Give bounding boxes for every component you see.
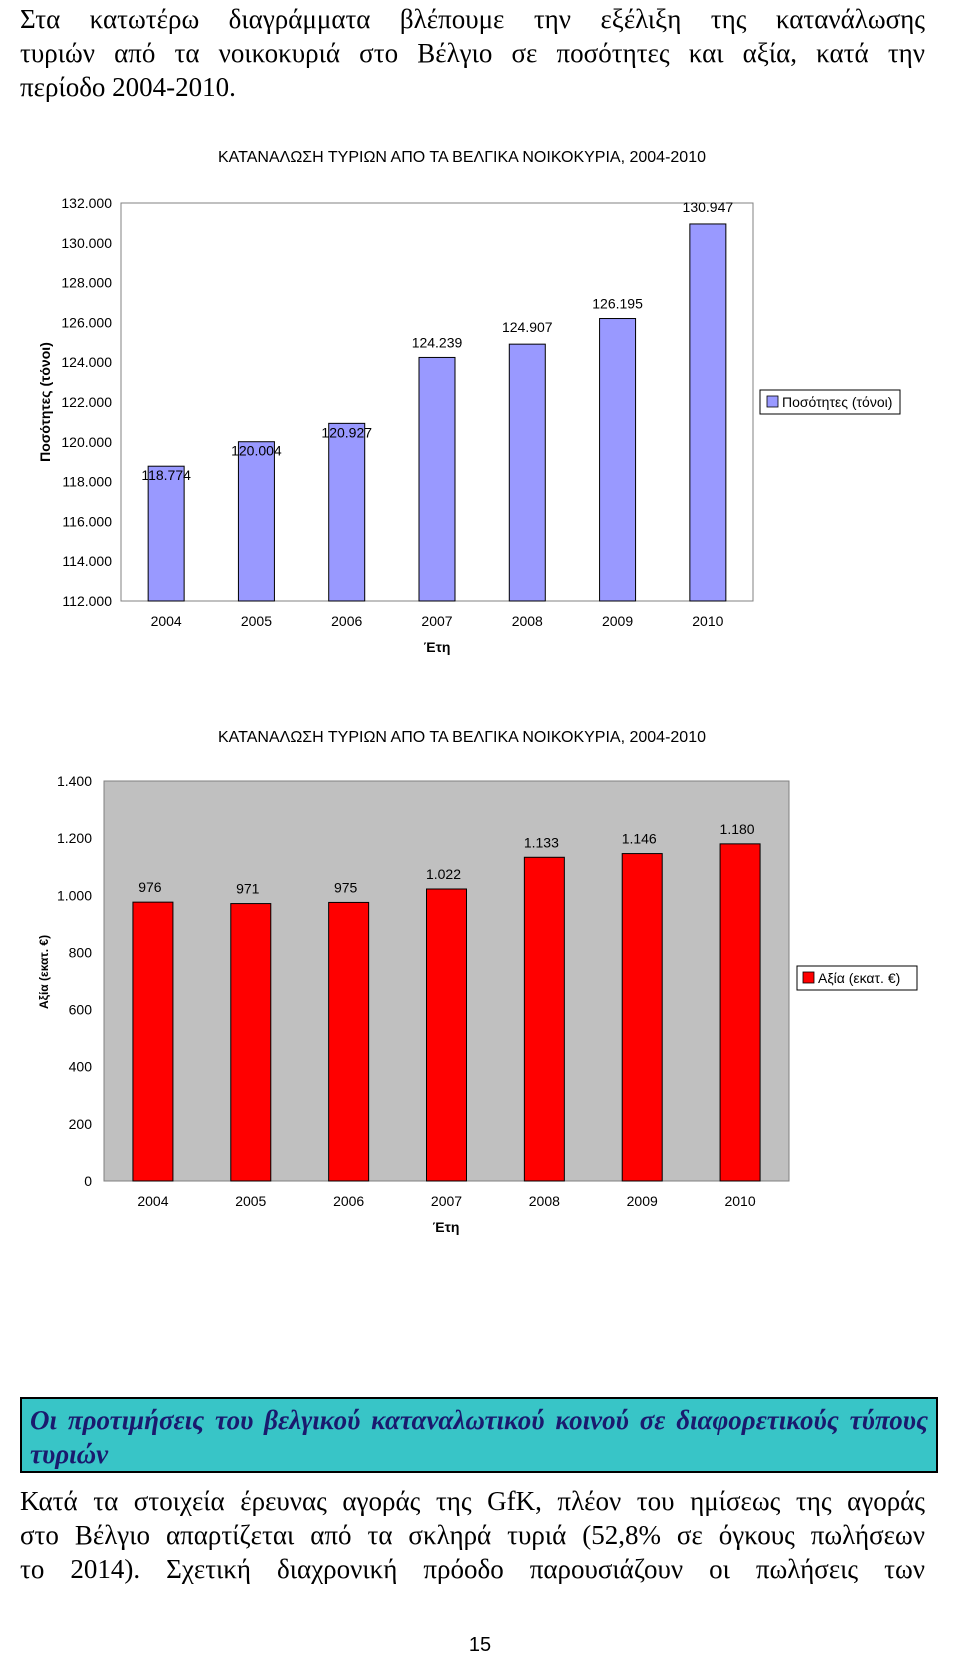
bar bbox=[147, 465, 185, 602]
bar bbox=[523, 856, 565, 1182]
bar bbox=[599, 318, 637, 602]
legend-swatch bbox=[766, 395, 779, 408]
y-axis: 112.000 114.000 116.000 118.000 120.000 122.0… bbox=[61, 195, 112, 609]
data-label: 1.133 bbox=[524, 834, 559, 850]
x-tick-label: 2007 bbox=[431, 1193, 462, 1209]
section-heading: Οι προτιμήσεις του βελγικού καταναλωτικο… bbox=[20, 1397, 938, 1473]
legend-label: Ποσότητες (τόνοι) bbox=[782, 394, 892, 410]
chart-title: ΚΑΤΑΝΑΛΩΣΗ ΤΥΡΙΩΝ ΑΠΟ ΤΑ ΒΕΛΓΙΚΑ ΝΟΙΚΟΚΥ… bbox=[218, 149, 706, 166]
legend: Αξία (εκατ. €) bbox=[796, 965, 918, 991]
y-tick-label: 600 bbox=[69, 1002, 93, 1018]
y-tick-label: 200 bbox=[69, 1116, 93, 1132]
bar bbox=[621, 853, 663, 1182]
y-tick-label: 1.400 bbox=[57, 773, 92, 789]
data-label: 130.947 bbox=[683, 199, 734, 215]
bar bbox=[230, 903, 272, 1182]
bar bbox=[328, 901, 370, 1182]
x-axis: 2004 2005 2006 2007 2008 2009 2010 bbox=[137, 1193, 756, 1209]
x-tick-label: 2005 bbox=[241, 613, 272, 629]
y-tick-label: 128.000 bbox=[61, 275, 112, 291]
bar bbox=[418, 356, 456, 602]
x-tick-label: 2006 bbox=[331, 613, 362, 629]
data-label: 971 bbox=[236, 881, 260, 897]
bar bbox=[508, 343, 546, 602]
data-label: 1.022 bbox=[426, 866, 461, 882]
bar bbox=[237, 441, 275, 602]
gfk-body-paragraph: Κατά τα στοιχεία έρευνας αγοράς της GfK,… bbox=[20, 1484, 925, 1586]
x-tick-label: 2004 bbox=[151, 613, 182, 629]
bar bbox=[132, 901, 174, 1182]
x-tick-label: 2010 bbox=[724, 1193, 755, 1209]
y-tick-label: 114.000 bbox=[62, 553, 112, 569]
intro-line: περίοδο 2004-2010. bbox=[20, 72, 236, 102]
y-tick-label: 126.000 bbox=[61, 314, 112, 330]
x-tick-label: 2004 bbox=[137, 1193, 168, 1209]
body-line: Κατά τα στοιχεία έρευνας αγοράς της GfK,… bbox=[20, 1486, 925, 1516]
legend-swatch bbox=[802, 971, 815, 984]
y-tick-label: 0 bbox=[84, 1173, 92, 1189]
y-tick-label: 400 bbox=[69, 1059, 93, 1075]
quantity-chart: ΚΑΤΑΝΑΛΩΣΗ ΤΥΡΙΩΝ ΑΠΟ ΤΑ ΒΕΛΓΙΚΑ ΝΟΙΚΟΚΥ… bbox=[37, 149, 901, 655]
y-tick-label: 112.000 bbox=[62, 593, 112, 609]
x-tick-label: 2008 bbox=[512, 613, 543, 629]
x-tick-label: 2005 bbox=[235, 1193, 266, 1209]
y-tick-label: 120.000 bbox=[61, 434, 112, 450]
bar bbox=[719, 843, 761, 1182]
bar bbox=[328, 422, 366, 602]
data-label: 1.146 bbox=[622, 831, 657, 847]
chart-title: ΚΑΤΑΝΑΛΩΣΗ ΤΥΡΙΩΝ ΑΠΟ ΤΑ ΒΕΛΓΙΚΑ ΝΟΙΚΟΚΥ… bbox=[218, 729, 706, 746]
x-tick-label: 2010 bbox=[692, 613, 723, 629]
legend-label: Αξία (εκατ. €) bbox=[818, 970, 900, 986]
x-axis-label: Έτη bbox=[433, 1219, 460, 1235]
intro-paragraph: Στα κατωτέρω διαγράμματα βλέπουμε την εξ… bbox=[20, 2, 925, 104]
x-tick-label: 2009 bbox=[627, 1193, 658, 1209]
y-tick-label: 130.000 bbox=[61, 235, 112, 251]
y-tick-label: 132.000 bbox=[61, 195, 112, 211]
y-tick-label: 1.000 bbox=[57, 887, 92, 903]
bar bbox=[426, 888, 467, 1182]
y-tick-label: 116.000 bbox=[62, 513, 112, 529]
y-tick-label: 122.000 bbox=[61, 394, 112, 410]
x-tick-label: 2007 bbox=[421, 613, 452, 629]
x-axis-label: Έτη bbox=[424, 639, 451, 655]
data-label: 1.180 bbox=[720, 821, 755, 837]
y-axis-label: Ποσότητες (τόνοι) bbox=[37, 342, 53, 462]
y-tick-label: 124.000 bbox=[61, 354, 112, 370]
intro-line: Στα κατωτέρω διαγράμματα βλέπουμε την εξ… bbox=[20, 4, 925, 34]
data-label: 975 bbox=[334, 879, 358, 895]
data-label: 120.927 bbox=[321, 424, 372, 440]
x-tick-label: 2009 bbox=[602, 613, 633, 629]
intro-line: τυριών από τα νοικοκυριά στο Βέλγιο σε π… bbox=[20, 38, 925, 68]
y-tick-label: 118.000 bbox=[62, 474, 112, 490]
y-axis-label: Αξία (εκατ. €) bbox=[37, 935, 51, 1009]
data-label: 126.195 bbox=[592, 296, 643, 312]
y-tick-label: 800 bbox=[69, 944, 93, 960]
legend: Ποσότητες (τόνοι) bbox=[759, 389, 901, 415]
data-label: 120.004 bbox=[231, 443, 282, 459]
value-chart: ΚΑΤΑΝΑΛΩΣΗ ΤΥΡΙΩΝ ΑΠΟ ΤΑ ΒΕΛΓΙΚΑ ΝΟΙΚΟΚΥ… bbox=[37, 729, 918, 1235]
bars: 118.774 120.004 120.927 124.239 124.907 126.1… bbox=[141, 199, 734, 602]
data-label: 118.774 bbox=[141, 467, 191, 483]
data-label: 976 bbox=[138, 879, 162, 895]
body-line: το 2014). Σχετική διαχρονική πρόοδο παρο… bbox=[20, 1554, 925, 1584]
page-number: 15 bbox=[468, 1634, 492, 1656]
body-line: στο Βέλγιο απαρτίζεται από τα σκληρά τυρ… bbox=[20, 1520, 925, 1550]
x-tick-label: 2008 bbox=[529, 1193, 560, 1209]
data-label: 124.907 bbox=[502, 319, 553, 335]
y-axis: 0 200 400 600 800 1.000 1.200 1.400 bbox=[57, 773, 92, 1189]
bars: 976 971 975 1.022 1.133 1.146 1.180 bbox=[132, 821, 761, 1182]
x-tick-label: 2006 bbox=[333, 1193, 364, 1209]
y-tick-label: 1.200 bbox=[57, 830, 92, 846]
x-axis: 2004 2005 2006 2007 2008 2009 2010 bbox=[151, 613, 724, 629]
body-lines: ​ ​ bbox=[20, 1387, 925, 1455]
bar bbox=[689, 223, 727, 602]
data-label: 124.239 bbox=[412, 334, 463, 350]
